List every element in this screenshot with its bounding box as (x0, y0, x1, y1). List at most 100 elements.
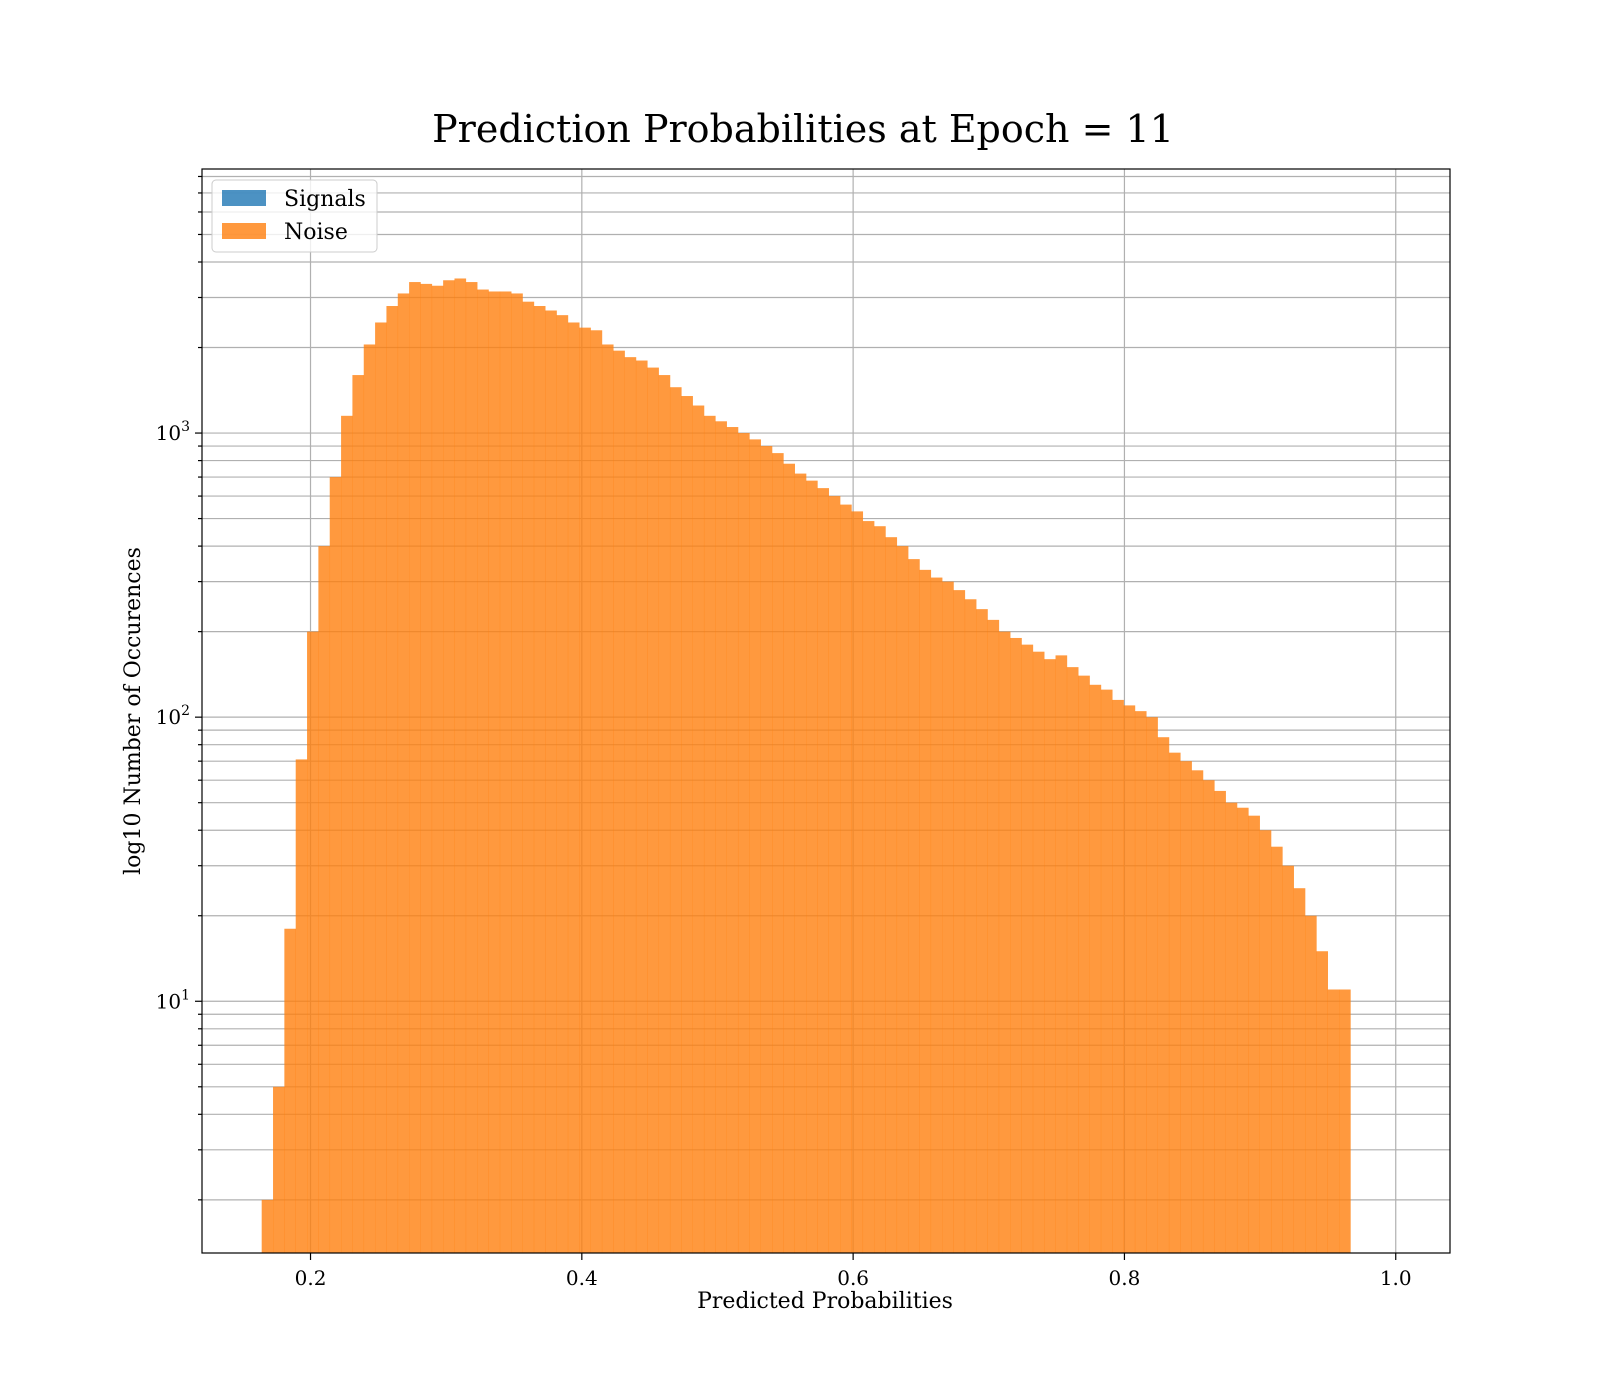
noise-bar (1134, 711, 1147, 1253)
noise-bar (647, 367, 659, 1253)
noise-bar (1010, 637, 1022, 1253)
noise-bar (386, 306, 399, 1253)
noise-bar (703, 415, 716, 1254)
noise-bar (1270, 846, 1283, 1253)
noise-bar (477, 289, 489, 1253)
legend-label-signals: Signals (284, 187, 366, 212)
noise-bar (669, 387, 682, 1253)
noise-bar (624, 357, 637, 1253)
x-tick-label: 0.4 (566, 1266, 598, 1290)
noise-bar (579, 327, 591, 1253)
noise-bar (590, 330, 603, 1253)
noise-bar (1214, 790, 1226, 1253)
noise-bar (896, 546, 909, 1253)
noise-bar (341, 415, 353, 1254)
noise-bar (1157, 737, 1170, 1253)
noise-bar (635, 360, 648, 1253)
noise-bar (726, 427, 739, 1254)
noise-bar (284, 928, 297, 1253)
noise-bar (397, 293, 410, 1254)
noise-bar (261, 1199, 274, 1253)
plot-frame (201, 168, 1451, 1254)
noise-bar (1248, 815, 1260, 1253)
noise-bar (998, 631, 1011, 1253)
noise-bar (692, 405, 705, 1253)
noise-bar (976, 609, 988, 1253)
y-tick-label: 103 (156, 419, 190, 445)
noise-bar (874, 526, 886, 1253)
noise-bar (828, 496, 841, 1253)
noise-bar (862, 521, 875, 1253)
x-tick-label: 0.6 (837, 1266, 869, 1290)
noise-bar (613, 350, 625, 1253)
legend-label-noise: Noise (284, 220, 348, 245)
x-axis-label: Predicted Probabilities (697, 1289, 953, 1314)
noise-bar (1089, 684, 1102, 1253)
noise-bar (375, 322, 387, 1253)
noise-bar (783, 463, 795, 1253)
noise-bar (1112, 699, 1124, 1253)
x-tick-label: 1.0 (1380, 1266, 1412, 1290)
noise-bar (443, 280, 455, 1253)
noise-bar (942, 581, 954, 1253)
noise-bar (1316, 951, 1328, 1253)
x-tick-label: 0.8 (1109, 1266, 1141, 1290)
noise-bar (749, 439, 761, 1254)
noise-bar (352, 375, 365, 1253)
noise-bar (1202, 780, 1215, 1253)
noise-bar (454, 278, 467, 1253)
noise-bar (953, 590, 966, 1253)
noise-bar (431, 285, 444, 1254)
y-axis-label: log10 Number of Occurences (121, 547, 146, 875)
noise-bar (488, 291, 501, 1253)
noise-bar (1191, 770, 1204, 1253)
noise-bar (1044, 659, 1056, 1253)
noise-bar (908, 559, 920, 1253)
legend-swatch-signals (222, 190, 266, 206)
noise-bar (273, 1086, 285, 1253)
noise-bar (851, 511, 864, 1253)
noise-bar (499, 291, 512, 1253)
chart-title: Prediction Probabilities at Epoch = 11 (432, 107, 1174, 151)
noise-bar (522, 301, 535, 1254)
noise-bar (919, 569, 932, 1253)
noise-bar (737, 433, 750, 1254)
noise-bar (1327, 989, 1340, 1253)
noise-bar (1180, 761, 1192, 1253)
axis-ticks: 101 102 103 0.2 0.4 0.6 0.8 1.0 (156, 175, 1412, 1290)
noise-bar (1236, 807, 1249, 1253)
noise-bar (681, 396, 693, 1253)
noise-bar (1259, 830, 1272, 1253)
noise-bar (1305, 915, 1317, 1253)
noise-bar (964, 599, 977, 1253)
noise-bar (1282, 865, 1294, 1253)
noise-bar (1055, 655, 1068, 1253)
noise-bar (1100, 689, 1113, 1253)
noise-bar (1066, 667, 1079, 1253)
noise-bar (806, 480, 818, 1253)
noise-bar (1293, 888, 1306, 1253)
noise-bar (658, 375, 671, 1253)
x-tick-label: 0.2 (295, 1266, 327, 1290)
noise-bar (760, 446, 773, 1253)
y-tick-label: 102 (156, 703, 190, 729)
noise-bar (329, 477, 342, 1253)
noise-bar (1339, 989, 1351, 1253)
noise-bar (318, 546, 331, 1253)
noise-bar (409, 282, 421, 1253)
noise-bar (930, 577, 943, 1253)
noise-bar (420, 283, 433, 1254)
noise-bar (363, 344, 376, 1253)
legend-swatch-noise (222, 223, 266, 239)
noise-bar (772, 453, 784, 1253)
noise-bar (533, 306, 546, 1253)
noise-bar (556, 315, 569, 1254)
noise-bar (885, 537, 898, 1253)
noise-bar (295, 759, 308, 1253)
noise-bar (465, 282, 478, 1253)
noise-bar (987, 619, 1000, 1253)
series-noise (261, 278, 1351, 1254)
noise-bar (1168, 752, 1181, 1253)
noise-bar (1123, 705, 1136, 1253)
